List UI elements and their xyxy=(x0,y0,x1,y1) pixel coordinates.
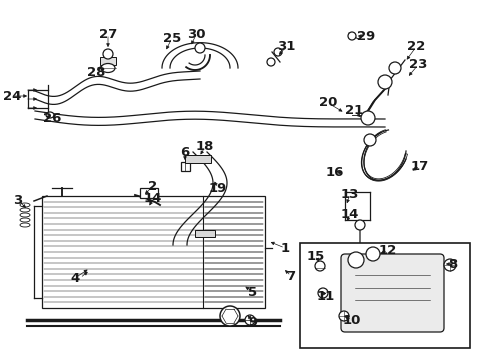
Text: 31: 31 xyxy=(276,40,295,54)
Text: 30: 30 xyxy=(186,28,205,41)
Circle shape xyxy=(195,43,204,53)
Text: 29: 29 xyxy=(356,30,374,42)
Text: 10: 10 xyxy=(342,314,361,327)
Circle shape xyxy=(443,259,455,271)
Text: 17: 17 xyxy=(410,159,428,172)
Circle shape xyxy=(273,48,282,56)
Text: 13: 13 xyxy=(340,188,359,201)
Text: 20: 20 xyxy=(318,96,337,109)
Circle shape xyxy=(266,58,274,66)
Text: 5: 5 xyxy=(248,285,257,298)
Circle shape xyxy=(244,315,254,325)
Text: 12: 12 xyxy=(378,243,396,256)
Text: 21: 21 xyxy=(344,104,363,117)
Bar xyxy=(181,162,190,171)
Circle shape xyxy=(347,32,355,40)
Text: 18: 18 xyxy=(195,140,214,153)
Text: 22: 22 xyxy=(406,40,424,54)
Circle shape xyxy=(365,247,379,261)
Bar xyxy=(140,188,158,198)
Text: 23: 23 xyxy=(408,58,427,72)
Circle shape xyxy=(317,288,327,298)
Circle shape xyxy=(360,111,374,125)
Text: 8: 8 xyxy=(447,257,457,270)
Text: 7: 7 xyxy=(286,270,295,283)
Text: 3: 3 xyxy=(13,194,22,207)
Text: 26: 26 xyxy=(43,112,61,125)
Circle shape xyxy=(314,261,325,271)
Text: 1: 1 xyxy=(280,242,289,255)
Circle shape xyxy=(347,252,363,268)
Text: 14: 14 xyxy=(143,193,162,206)
Circle shape xyxy=(103,49,113,59)
Ellipse shape xyxy=(101,63,115,72)
Text: 4: 4 xyxy=(70,271,80,284)
Text: 16: 16 xyxy=(325,166,344,180)
Text: 15: 15 xyxy=(306,251,325,264)
Circle shape xyxy=(220,306,240,326)
Bar xyxy=(42,196,264,308)
Bar xyxy=(184,155,210,163)
Bar xyxy=(100,57,116,65)
Text: 9: 9 xyxy=(248,315,257,328)
Bar xyxy=(299,243,469,348)
Text: 25: 25 xyxy=(163,31,181,45)
Text: 11: 11 xyxy=(316,289,334,302)
Text: 28: 28 xyxy=(87,66,105,78)
Circle shape xyxy=(354,220,364,230)
FancyBboxPatch shape xyxy=(340,254,443,332)
Circle shape xyxy=(338,311,348,321)
Circle shape xyxy=(377,75,391,89)
Text: 14: 14 xyxy=(340,207,359,220)
Circle shape xyxy=(363,134,375,146)
Text: 2: 2 xyxy=(148,180,157,193)
Circle shape xyxy=(388,62,400,74)
Text: 24: 24 xyxy=(3,90,21,103)
Ellipse shape xyxy=(46,112,54,118)
Text: 27: 27 xyxy=(99,27,117,40)
Bar xyxy=(195,230,215,237)
Text: 6: 6 xyxy=(180,145,189,158)
Text: 19: 19 xyxy=(208,181,226,194)
